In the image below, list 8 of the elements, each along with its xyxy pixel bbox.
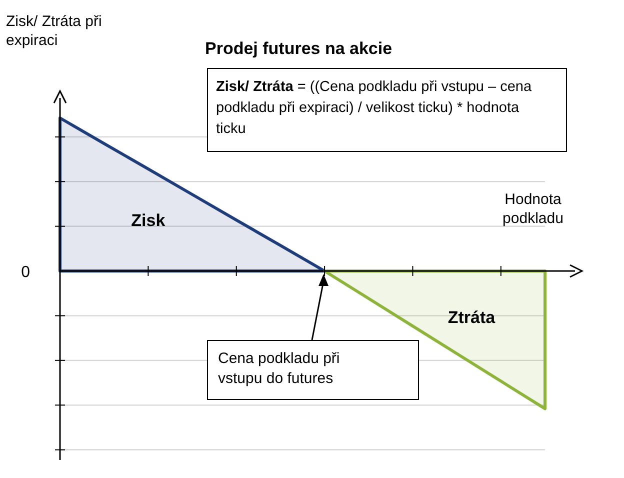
note-box: Zisk/ Ztráta = ((Cena podkladu při vstupu – cena podkladu při expiraci) / velikost ticku) * hodnota ticku xyxy=(207,68,567,152)
series-label: Ztráta xyxy=(448,308,496,327)
text: 0 xyxy=(21,264,30,281)
series-label: Zisk xyxy=(131,211,166,230)
chart-title: Prodej futures na akcie xyxy=(205,39,392,58)
callout-box: Cena podkladu při vstupu do futures xyxy=(207,340,419,400)
x-axis-title: Hodnota podkladu xyxy=(502,190,564,228)
y-axis-title: Zisk/ Ztráta při expiraci xyxy=(6,12,103,50)
